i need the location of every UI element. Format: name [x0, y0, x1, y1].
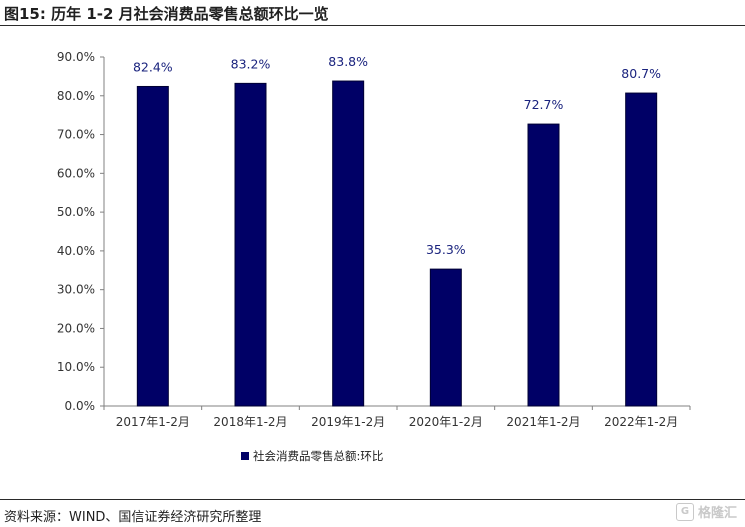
data-label: 82.4% — [133, 59, 173, 74]
G-logo-icon: G — [675, 502, 694, 521]
data-labels: 82.4% 83.2% 83.8% 35.3% 72.7% 80.7% — [133, 54, 661, 257]
y-tick-label: 30.0% — [57, 283, 95, 297]
y-tick-label: 10.0% — [57, 360, 95, 374]
bar — [429, 268, 462, 407]
legend-label: 社会消费品零售总额:环比 — [253, 449, 383, 463]
data-label: 35.3% — [426, 242, 466, 257]
x-tick-label: 2017年1-2月 — [116, 415, 190, 429]
bar-series — [136, 80, 658, 407]
y-tick-label: 50.0% — [57, 205, 95, 219]
bar — [625, 92, 658, 407]
bar — [234, 82, 267, 407]
data-label: 72.7% — [524, 97, 564, 112]
data-label: 80.7% — [621, 66, 661, 81]
bar — [527, 123, 560, 407]
y-tick-label: 0.0% — [65, 399, 96, 413]
x-tick-label: 2022年1-2月 — [604, 415, 678, 429]
x-axis: 2017年1-2月 2018年1-2月 2019年1-2月 2020年1-2月 2021… — [103, 405, 691, 429]
y-tick-label: 20.0% — [57, 321, 95, 335]
watermark-text: 格隆汇 — [697, 506, 737, 521]
x-tick-label: 2018年1-2月 — [213, 415, 287, 429]
x-tick-label: 2021年1-2月 — [506, 415, 580, 429]
legend-swatch — [241, 452, 249, 460]
title-divider — [0, 25, 745, 26]
legend: 社会消费品零售总额:环比 — [241, 449, 383, 463]
y-tick-label: 90.0% — [57, 50, 95, 64]
data-label: 83.8% — [328, 54, 368, 69]
source-divider — [0, 499, 745, 500]
figure-title: 图15: 历年 1-2 月社会消费品零售总额环比一览 — [4, 5, 329, 23]
data-label: 83.2% — [231, 56, 271, 71]
bar — [332, 80, 365, 407]
y-tick-label: 40.0% — [57, 244, 95, 258]
watermark: G 格隆汇 — [675, 502, 737, 521]
source-note: 资料来源：WIND、国信证券经济研究所整理 — [4, 510, 262, 525]
y-axis: 0.0% 10.0% 20.0% 30.0% 40.0% 50.0% 60.0% 70.0% 8… — [57, 50, 105, 413]
y-tick-label: 80.0% — [57, 89, 95, 103]
y-tick-label: 70.0% — [57, 128, 95, 142]
bar — [136, 85, 169, 407]
y-tick-label: 60.0% — [57, 166, 95, 180]
x-tick-label: 2020年1-2月 — [409, 415, 483, 429]
x-tick-label: 2019年1-2月 — [311, 415, 385, 429]
